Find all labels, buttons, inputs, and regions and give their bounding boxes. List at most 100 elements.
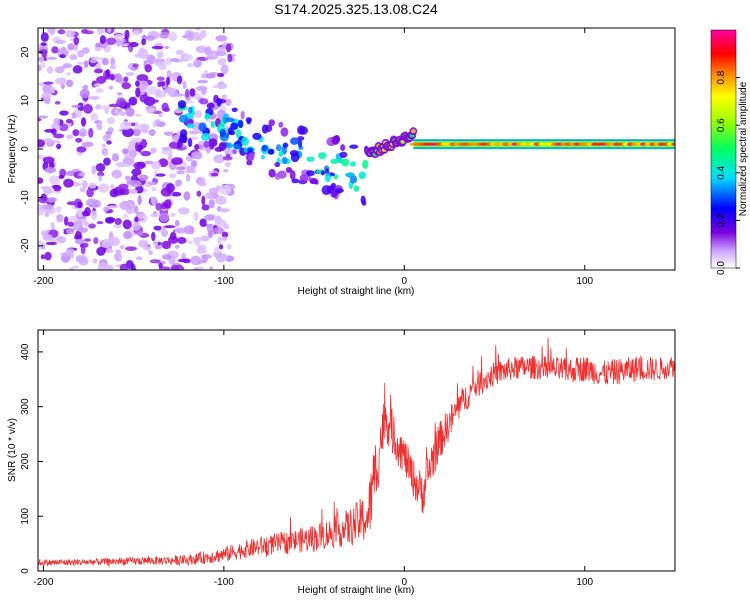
heatmap-noise-blob	[215, 35, 228, 42]
heatmap-noise-blob	[101, 147, 109, 156]
heatmap-noise-blob	[139, 94, 150, 103]
heatmap-noise-blob	[205, 73, 216, 79]
heatmap-noise-blob	[40, 254, 46, 260]
heatmap-noise-blob	[135, 113, 142, 117]
heatmap-noise-blob	[162, 254, 172, 260]
heatmap-band-blob	[247, 147, 254, 154]
heatmap-noise-blob	[188, 130, 200, 135]
colorbar-tick-label: 0.6	[716, 118, 727, 132]
heatmap-noise-blob	[125, 72, 135, 76]
heatmap-noise-blob	[208, 199, 215, 209]
heatmap-noise-blob	[95, 163, 106, 172]
heatmap-noise-blob	[103, 157, 111, 166]
heatmap-noise-blob	[111, 153, 119, 162]
heatmap-noise-blob	[75, 137, 83, 143]
heatmap-noise-blob	[181, 252, 187, 260]
heatmap-noise-blob	[114, 73, 123, 83]
heatmap-noise-blob	[63, 216, 69, 226]
heatmap-noise-blob	[113, 224, 122, 229]
heatmap-noise-blob	[190, 255, 202, 266]
heatmap-band-blob	[306, 156, 315, 162]
heatmap-noise-blob	[197, 79, 209, 84]
heatmap-noise-blob	[84, 220, 89, 227]
heatmap-noise-blob	[136, 256, 143, 261]
heatmap-noise-blob	[113, 33, 125, 40]
heatmap-noise-blob	[193, 267, 200, 270]
heatmap-noise-blob	[154, 99, 159, 103]
heatmap-noise-blob	[106, 117, 116, 125]
heatmap-noise-blob	[81, 141, 94, 148]
heatmap-noise-blob	[79, 88, 90, 99]
heatmap-y-axis-label: Frequency (Hz)	[7, 115, 18, 184]
heatmap-noise-blob	[119, 201, 131, 210]
heatmap-band-blob	[306, 170, 315, 177]
heatmap-noise-blob	[158, 113, 163, 118]
heatmap-band-blob	[296, 136, 305, 141]
heatmap-noise-blob	[145, 108, 156, 113]
snr-x-ticks: -200 -100 0 100	[33, 330, 594, 588]
heatmap-noise-blob	[176, 237, 187, 244]
heatmap-noise-blob	[186, 165, 196, 172]
heatmap-band-blob	[349, 174, 358, 184]
heatmap-noise-blob	[159, 212, 170, 222]
heatmap-x-axis-label: Height of straight line (km)	[298, 286, 415, 297]
heatmap-noise-blob	[137, 80, 149, 90]
heatmap-noise-blob	[52, 140, 62, 144]
heatmap-noise-blob	[161, 240, 172, 250]
heatmap-noise-blob	[106, 28, 112, 33]
heatmap-noise-blob	[183, 191, 191, 201]
heatmap-noise-blob	[76, 146, 87, 153]
heatmap-noise-blob	[212, 85, 219, 89]
snr-x-tick-label: 0	[402, 577, 408, 588]
heatmap-y-ticks: -20 -10 0 10 20	[20, 46, 43, 253]
heatmap-band-blob	[187, 137, 193, 148]
heatmap-band-blob	[340, 158, 350, 167]
heatmap-noise-blob	[107, 127, 114, 133]
heatmap-noise-blob	[115, 161, 126, 168]
heatmap-noise-blob	[123, 231, 132, 240]
heatmap-band-blob	[330, 190, 338, 198]
heatmap-noise-blob	[175, 49, 184, 55]
heatmap-noise-blob	[201, 86, 207, 96]
heatmap-band-blob	[189, 88, 196, 97]
heatmap-noise-blob	[42, 234, 54, 241]
snr-frame	[37, 329, 676, 572]
heatmap-noise-blob	[176, 170, 185, 175]
heatmap-noise-blob	[167, 152, 173, 163]
heatmap-noise-blob	[134, 216, 139, 224]
heatmap-noise-blob	[41, 243, 46, 250]
heatmap-noise-blob	[123, 213, 129, 219]
heatmap-band-blob	[290, 137, 299, 145]
heatmap-noise-blob	[133, 161, 146, 170]
heatmap-noise-blob	[38, 196, 50, 204]
heatmap-noise-blob	[43, 137, 54, 143]
heatmap-noise-blob	[137, 231, 143, 237]
heatmap-band-blob	[243, 146, 249, 153]
heatmap-noise-blob	[110, 73, 115, 81]
heatmap-band-blob	[289, 170, 296, 180]
heatmap-band-blob	[261, 154, 266, 160]
heatmap-noise-blob	[175, 166, 186, 171]
heatmap-noise-blob	[159, 31, 170, 39]
heatmap-noise-blob	[121, 82, 132, 90]
heatmap-noise-blob	[96, 120, 102, 129]
heatmap-noise-blob	[205, 119, 212, 123]
heatmap-noise-blob	[161, 146, 173, 151]
heatmap-noise-blob	[116, 98, 127, 108]
heatmap-noise-blob	[99, 35, 107, 45]
heatmap-noise-blob	[85, 198, 98, 207]
snr-y-tick-label: 400	[20, 343, 31, 360]
heatmap-noise-blob	[183, 54, 194, 61]
heatmap-noise-blob	[197, 266, 205, 270]
heatmap-band-blob	[333, 174, 339, 180]
heatmap-noise-blob	[155, 173, 166, 177]
heatmap-band-blob	[318, 152, 327, 160]
heatmap-noise-blob	[195, 28, 201, 31]
snr-x-tick-label: 100	[576, 577, 593, 588]
heatmap-noise-blob	[106, 140, 112, 145]
heatmap-band-blob	[203, 140, 210, 148]
heatmap-noise-blob	[218, 81, 224, 85]
heatmap-noise-blob	[187, 240, 193, 245]
heatmap-noise-blob	[155, 202, 163, 211]
